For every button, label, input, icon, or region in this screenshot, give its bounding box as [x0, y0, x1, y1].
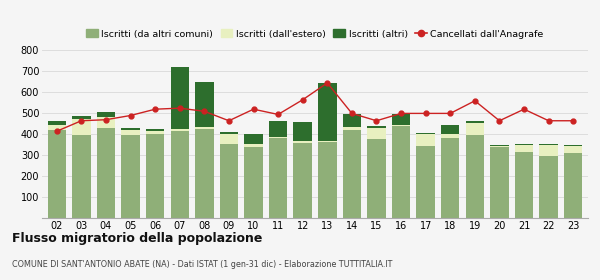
Bar	[97, 112, 115, 116]
Bar	[220, 144, 238, 218]
Bar	[466, 121, 484, 123]
Bar	[269, 121, 287, 137]
Bar	[170, 129, 189, 131]
Bar	[343, 130, 361, 218]
Bar	[170, 67, 189, 129]
Text: Flusso migratorio della popolazione: Flusso migratorio della popolazione	[12, 232, 262, 245]
Bar	[72, 119, 91, 136]
Bar	[244, 147, 263, 218]
Bar	[195, 82, 214, 127]
Bar	[220, 134, 238, 144]
Text: COMUNE DI SANT'ANTONIO ABATE (NA) - Dati ISTAT (1 gen-31 dic) - Elaborazione TUT: COMUNE DI SANT'ANTONIO ABATE (NA) - Dati…	[12, 260, 392, 269]
Bar	[244, 144, 263, 147]
Bar	[441, 137, 460, 218]
Bar	[490, 145, 509, 146]
Bar	[72, 115, 91, 119]
Bar	[195, 129, 214, 218]
Bar	[392, 125, 410, 126]
Bar	[466, 123, 484, 136]
Bar	[97, 116, 115, 128]
Bar	[269, 137, 287, 218]
Bar	[466, 136, 484, 218]
Bar	[515, 145, 533, 152]
Bar	[416, 134, 435, 146]
Bar	[293, 122, 312, 141]
Bar	[539, 157, 558, 218]
Bar	[343, 127, 361, 130]
Bar	[441, 134, 460, 137]
Bar	[244, 134, 263, 144]
Bar	[72, 136, 91, 218]
Bar	[490, 147, 509, 218]
Bar	[47, 121, 66, 125]
Bar	[47, 130, 66, 218]
Bar	[490, 146, 509, 147]
Bar	[343, 115, 361, 127]
Bar	[367, 126, 386, 128]
Bar	[515, 152, 533, 218]
Bar	[220, 132, 238, 134]
Bar	[392, 115, 410, 125]
Bar	[97, 128, 115, 218]
Bar	[293, 143, 312, 218]
Bar	[121, 130, 140, 136]
Bar	[121, 136, 140, 218]
Bar	[318, 142, 337, 218]
Bar	[441, 125, 460, 134]
Bar	[416, 146, 435, 218]
Bar	[416, 133, 435, 134]
Bar	[539, 144, 558, 145]
Bar	[195, 127, 214, 129]
Bar	[146, 131, 164, 134]
Bar	[146, 134, 164, 218]
Bar	[170, 131, 189, 218]
Bar	[564, 145, 583, 146]
Bar	[318, 141, 337, 142]
Bar	[367, 139, 386, 218]
Bar	[392, 126, 410, 218]
Bar	[515, 144, 533, 145]
Bar	[564, 153, 583, 218]
Bar	[293, 141, 312, 143]
Bar	[146, 129, 164, 131]
Bar	[564, 146, 583, 153]
Bar	[318, 83, 337, 141]
Bar	[367, 128, 386, 139]
Bar	[539, 145, 558, 157]
Bar	[121, 128, 140, 130]
Bar	[47, 125, 66, 130]
Legend: Iscritti (da altri comuni), Iscritti (dall'estero), Iscritti (altri), Cancellati: Iscritti (da altri comuni), Iscritti (da…	[83, 25, 547, 42]
